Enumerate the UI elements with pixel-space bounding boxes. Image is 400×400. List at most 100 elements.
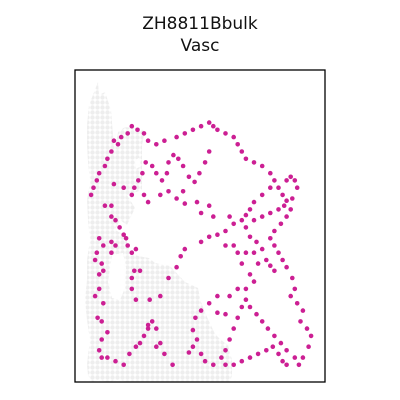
highlight-point-124 <box>162 138 167 143</box>
highlight-point-55 <box>129 250 135 255</box>
highlight-point-91 <box>145 326 151 331</box>
highlight-point-45 <box>154 344 159 350</box>
highlight-point-128 <box>135 127 140 133</box>
highlight-point-192 <box>304 326 310 331</box>
highlight-point-171 <box>276 185 281 190</box>
highlight-point-33 <box>215 310 220 316</box>
highlight-point-88 <box>133 344 139 350</box>
highlight-point-201 <box>265 326 271 331</box>
highlight-point-115 <box>231 134 236 140</box>
highlight-point-43 <box>162 351 167 357</box>
highlight-point-26 <box>243 286 249 292</box>
highlight-point-30 <box>206 301 212 306</box>
highlight-point-57 <box>123 236 129 241</box>
highlight-point-151 <box>154 170 159 176</box>
highlight-point-199 <box>278 340 284 346</box>
highlight-point-213 <box>231 362 236 368</box>
highlight-point-102 <box>239 217 245 223</box>
highlight-point-106 <box>259 192 265 198</box>
highlight-point-140 <box>206 149 212 154</box>
highlight-point-221 <box>284 362 289 368</box>
highlight-point-29 <box>215 293 220 299</box>
highlight-point-63 <box>113 217 118 223</box>
highlight-point-82 <box>96 348 102 353</box>
highlight-point-54 <box>132 268 137 274</box>
highlight-point-175 <box>294 185 300 190</box>
highlight-point-162 <box>247 234 253 240</box>
highlight-point-89 <box>137 340 143 346</box>
highlight-point-22 <box>255 261 261 266</box>
highlight-point-148 <box>166 160 171 165</box>
highlight-point-44 <box>158 340 163 346</box>
highlight-point-37 <box>190 344 196 350</box>
tissue-hole-1 <box>108 253 126 300</box>
highlight-point-111 <box>251 160 257 165</box>
highlight-point-75 <box>96 286 102 292</box>
highlight-point-174 <box>292 178 298 183</box>
highlight-point-5 <box>141 192 147 198</box>
highlight-point-141 <box>202 160 208 165</box>
tissue-spots <box>85 82 232 382</box>
highlight-point-147 <box>171 152 176 158</box>
highlight-point-137 <box>94 178 100 183</box>
highlight-point-139 <box>88 192 94 198</box>
highlight-point-152 <box>149 163 155 169</box>
highlight-point-215 <box>247 355 253 360</box>
highlight-point-122 <box>182 131 188 136</box>
highlight-point-61 <box>113 243 118 248</box>
highlight-point-214 <box>239 358 245 364</box>
highlight-point-27 <box>235 286 240 292</box>
highlight-point-1 <box>111 138 117 143</box>
highlight-point-66 <box>102 203 108 208</box>
highlight-point-113 <box>239 149 245 154</box>
highlight-point-136 <box>96 170 102 176</box>
highlight-point-181 <box>268 236 273 241</box>
highlight-point-119 <box>206 120 212 125</box>
highlight-point-168 <box>281 203 287 208</box>
highlight-point-205 <box>243 297 249 303</box>
highlight-point-46 <box>154 326 159 331</box>
highlight-point-23 <box>239 261 245 266</box>
highlight-point-154 <box>140 170 145 176</box>
highlight-point-42 <box>170 362 175 368</box>
highlight-point-60 <box>109 239 114 245</box>
highlight-point-203 <box>254 311 259 317</box>
highlight-point-206 <box>239 304 245 310</box>
highlight-point-170 <box>280 192 285 198</box>
highlight-point-92 <box>158 293 163 299</box>
highlight-point-211 <box>219 355 224 360</box>
highlight-point-178 <box>284 214 289 219</box>
highlight-point-49 <box>147 297 152 303</box>
highlight-point-109 <box>268 170 273 176</box>
highlight-point-59 <box>121 232 126 237</box>
highlight-point-200 <box>272 333 277 339</box>
highlight-point-13 <box>198 210 204 216</box>
highlight-point-20 <box>243 250 249 255</box>
highlight-point-190 <box>300 308 306 313</box>
highlight-point-180 <box>272 228 277 234</box>
highlight-point-189 <box>294 301 300 306</box>
highlight-point-50 <box>133 297 139 303</box>
highlight-point-36 <box>194 337 200 342</box>
highlight-point-157 <box>272 268 277 274</box>
highlight-point-129 <box>129 123 135 129</box>
plot-frame <box>74 69 326 383</box>
highlight-point-217 <box>264 348 269 353</box>
highlight-point-83 <box>99 355 104 360</box>
highlight-point-76 <box>92 293 98 299</box>
highlight-point-160 <box>259 246 265 252</box>
highlight-point-169 <box>284 198 289 203</box>
highlight-point-158 <box>268 263 273 269</box>
highlight-point-142 <box>197 170 202 176</box>
highlight-point-197 <box>292 355 298 360</box>
highlight-point-7 <box>158 192 163 198</box>
highlight-point-79 <box>99 319 104 324</box>
highlight-point-96 <box>182 246 188 252</box>
chart-title-line-2: Vasc <box>180 36 220 56</box>
highlight-point-31 <box>198 308 204 313</box>
highlight-point-207 <box>235 315 240 321</box>
highlight-point-21 <box>251 250 257 255</box>
highlight-point-62 <box>117 225 122 230</box>
highlight-point-64 <box>109 214 114 219</box>
